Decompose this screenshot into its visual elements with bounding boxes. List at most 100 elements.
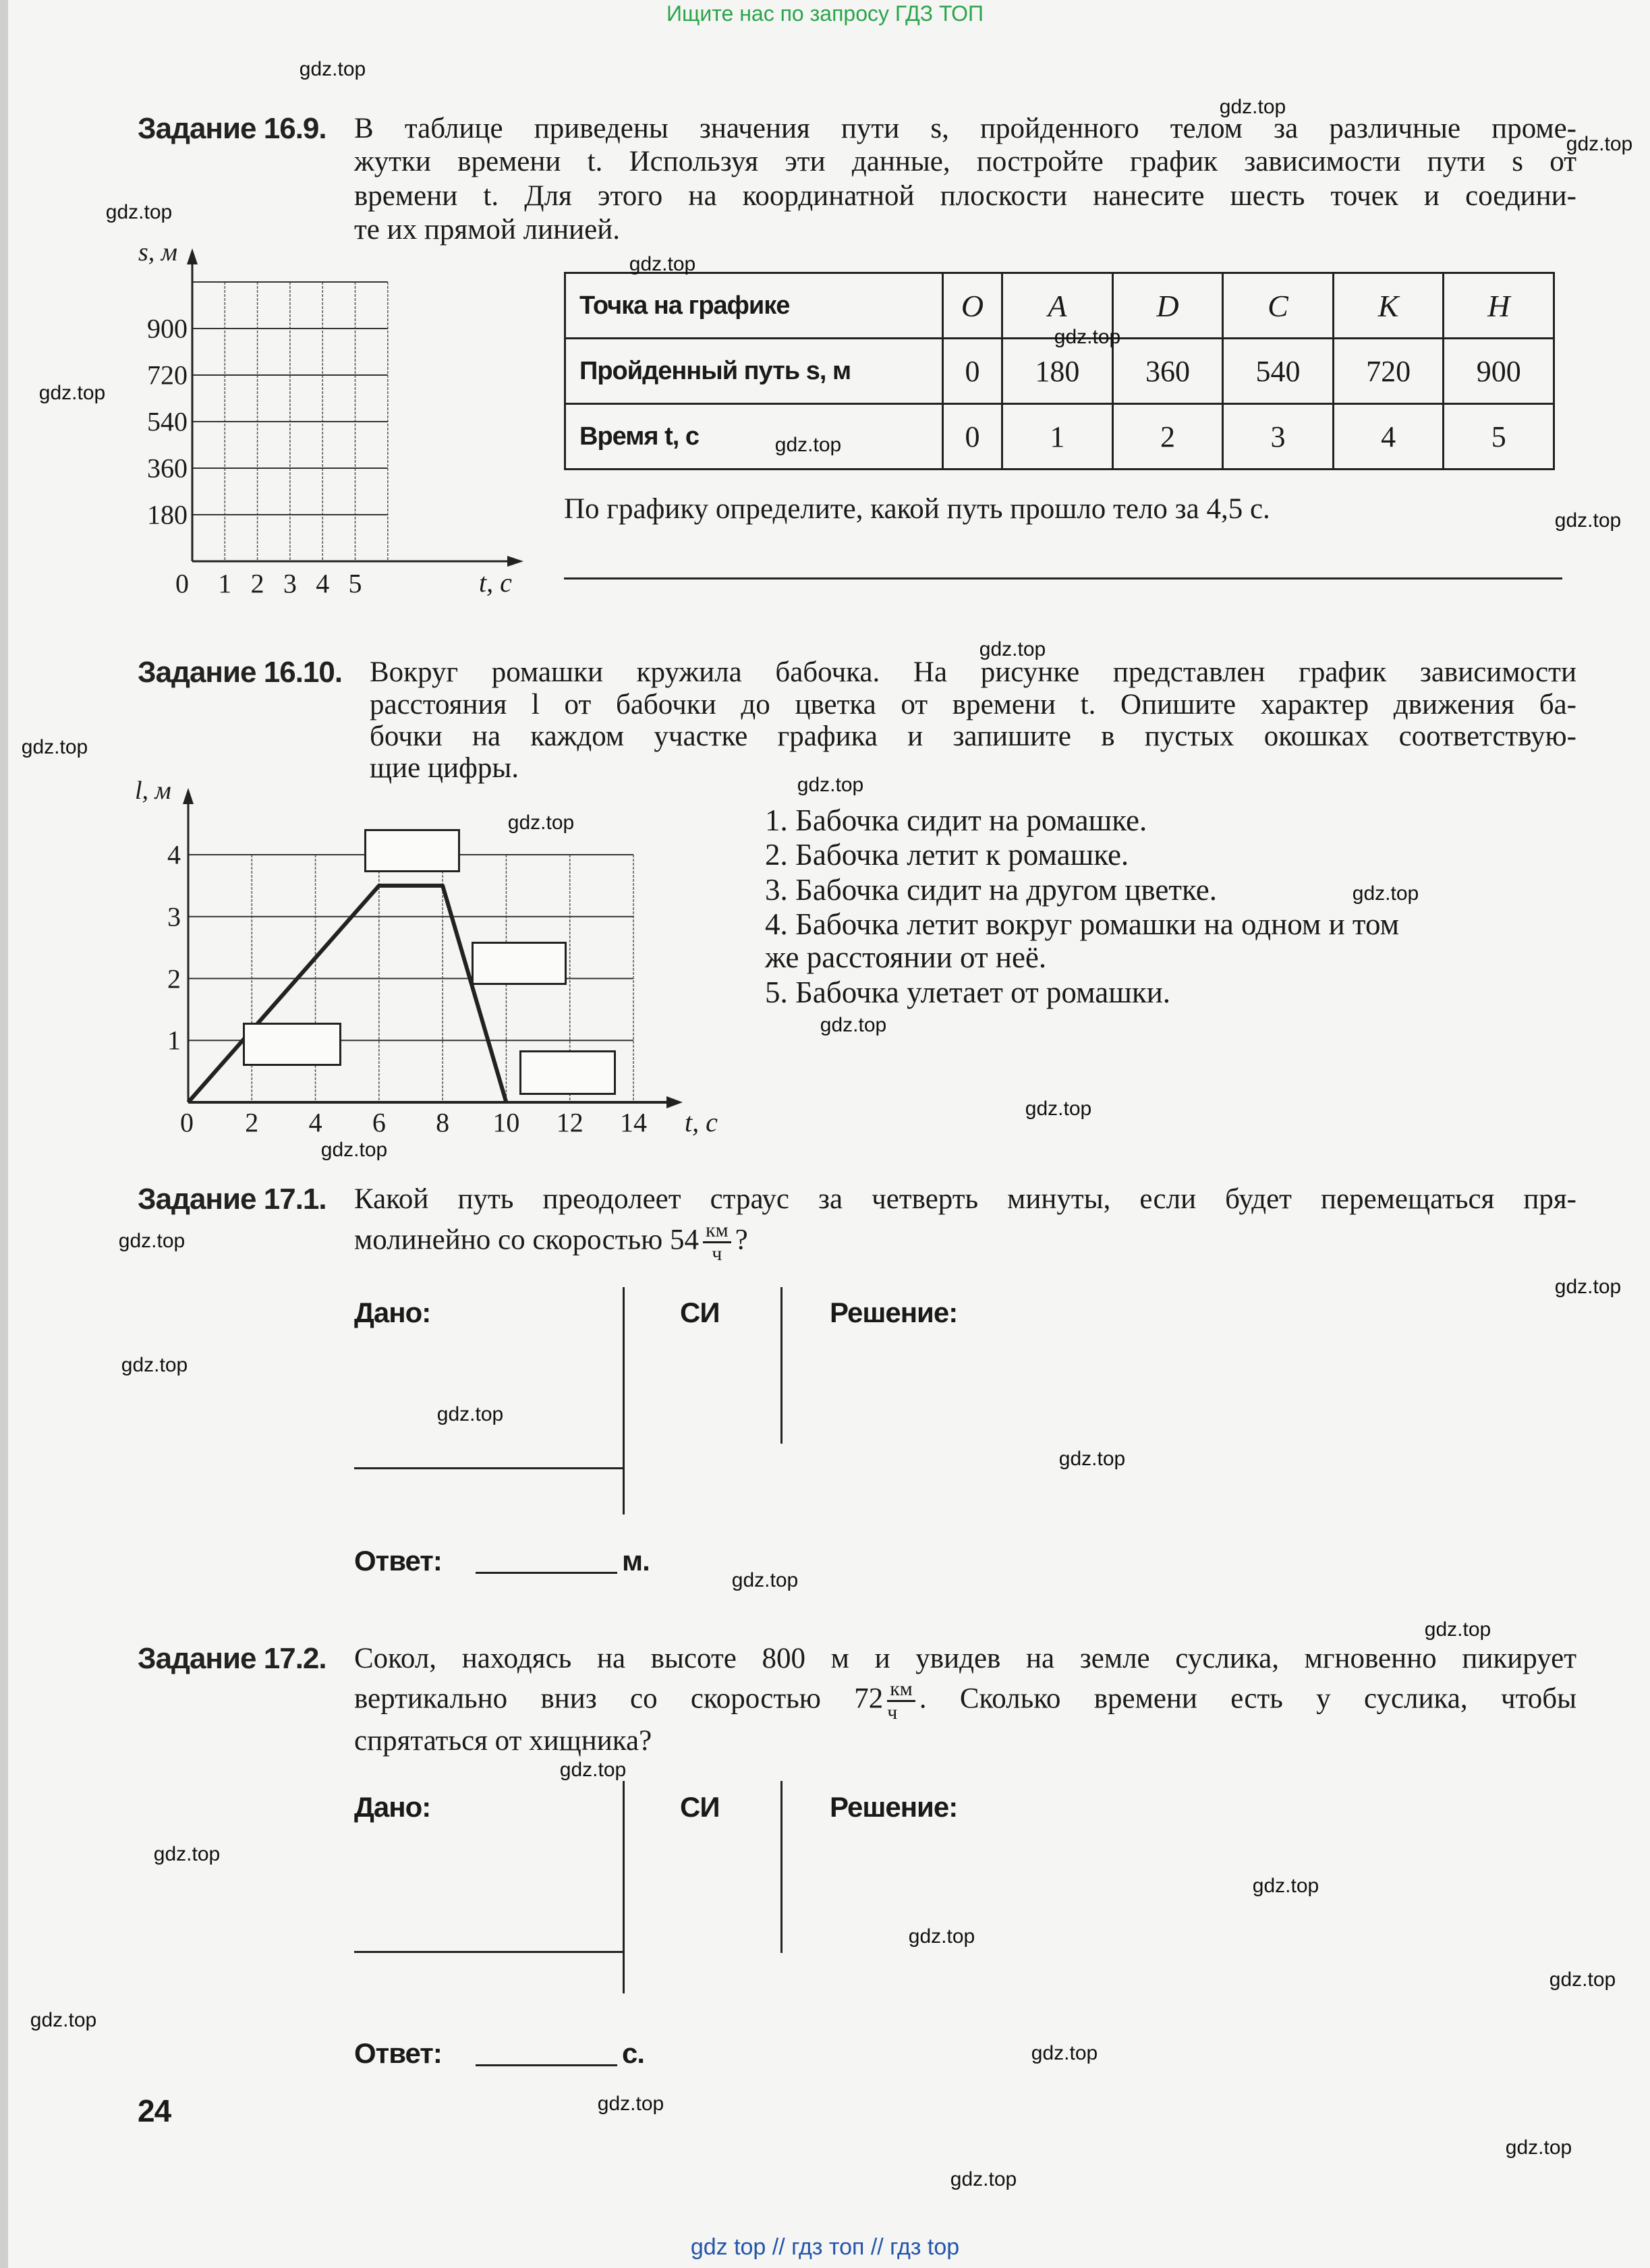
x-tick-label: 0 — [175, 568, 189, 599]
watermark: gdz.top — [774, 434, 842, 456]
table-row: Время t, с 0 1 2 3 4 5 — [564, 403, 1555, 470]
table-cell: O — [941, 272, 1004, 339]
table-cell: H — [1442, 272, 1555, 339]
watermark: gdz.top — [21, 736, 88, 758]
watermark: gdz.top — [979, 638, 1046, 660]
table-cell: A — [1001, 272, 1114, 339]
answer-box[interactable] — [519, 1050, 616, 1095]
x-tick-label: 3 — [283, 568, 297, 599]
answer-line[interactable] — [564, 577, 1562, 579]
watermark: gdz.top — [950, 2168, 1017, 2190]
table-cell: 360 — [1111, 337, 1224, 405]
top-note[interactable]: Ищите нас по запросу ГДЗ ТОП — [666, 1, 984, 26]
footer-links[interactable]: gdz top // гдз топ // гдз top — [690, 2234, 960, 2260]
watermark: gdz.top — [1054, 326, 1121, 348]
x-tick-label: 14 — [620, 1107, 647, 1138]
option-item: 3. Бабочка сидит на другом цветке. — [765, 873, 1218, 907]
watermark: gdz.top — [38, 382, 106, 404]
solution-header: Решение: — [830, 1791, 958, 1823]
watermark: gdz.top — [105, 201, 173, 223]
answer-label: Ответ: — [354, 2037, 443, 2069]
task-16-9-line: В таблице приведены значения пути s, про… — [354, 113, 1576, 144]
divider — [623, 1781, 625, 1993]
watermark: gdz.top — [797, 774, 864, 796]
y-tick-label: 4 — [167, 839, 181, 870]
y-tick-label: 540 — [147, 406, 188, 437]
divider — [780, 1781, 783, 1953]
answer-label: Ответ: — [354, 1545, 443, 1577]
row-header: Пройденный путь s, м — [564, 337, 944, 405]
si-header: СИ — [680, 1791, 720, 1823]
task-17-2-label: Задание 17.2. — [138, 1642, 327, 1675]
text: . Сколько времени есть у суслика, чтобы — [919, 1682, 1577, 1715]
x-axis-arrow — [507, 556, 523, 567]
watermark: gdz.top — [1549, 1968, 1616, 1991]
x-tick-label: 2 — [245, 1107, 259, 1138]
answer-blank[interactable] — [476, 1572, 617, 1574]
task-16-10-line: бочки на каждом участке графика и запиши… — [370, 720, 1576, 752]
table-cell: 0 — [941, 403, 1004, 470]
option-item: 2. Бабочка летит к ромашке. — [765, 838, 1129, 872]
unit-fraction: км ч — [703, 1220, 731, 1265]
given-header: Дано: — [354, 1791, 431, 1823]
graph2-xlabel: t, с — [685, 1107, 718, 1137]
unit-num: км — [887, 1678, 915, 1702]
table-cell: 1 — [1001, 403, 1114, 470]
task-17-2-line: вертикально вниз со скоростью 72 км ч. Ско… — [354, 1678, 1576, 1724]
watermark: gdz.top — [121, 1354, 188, 1376]
watermark: gdz.top — [1031, 2042, 1098, 2064]
watermark: gdz.top — [320, 1139, 388, 1161]
table-cell: 0 — [941, 337, 1004, 405]
watermark: gdz.top — [1219, 96, 1286, 118]
y-tick-label: 360 — [147, 453, 188, 484]
text: вертикально вниз со скоростью 72 — [354, 1682, 884, 1715]
y-tick-label: 180 — [147, 499, 188, 530]
graph1-xlabel: t, с — [479, 567, 512, 598]
x-tick-label: 10 — [492, 1107, 520, 1138]
task-16-10-line: Вокруг ромашки кружила бабочка. На рисун… — [370, 656, 1576, 688]
x-axis-arrow — [666, 1096, 683, 1108]
watermark: gdz.top — [1554, 509, 1622, 532]
graph1-ylabel: s, м — [138, 238, 178, 266]
answer-box[interactable] — [364, 829, 460, 872]
answer-box[interactable] — [243, 1023, 341, 1066]
answer-blank[interactable] — [476, 2064, 617, 2066]
row-header: Время t, с — [564, 403, 944, 470]
answer-unit: м. — [622, 1545, 650, 1577]
task-16-9-label: Задание 16.9. — [138, 112, 327, 145]
answer-box[interactable] — [472, 942, 567, 985]
y-axis-arrow — [183, 788, 194, 804]
watermark: gdz.top — [1058, 1448, 1126, 1470]
watermark: gdz.top — [118, 1230, 186, 1252]
table-cell: 2 — [1111, 403, 1224, 470]
table-row: Точка на графике O A D C K H — [564, 272, 1555, 339]
x-tick-label: 5 — [348, 568, 362, 599]
task-17-1-line: молинейно со скоростью 54 км ч? — [354, 1220, 748, 1265]
watermark: gdz.top — [1505, 2136, 1572, 2159]
table-cell: 3 — [1222, 403, 1334, 470]
option-item: 1. Бабочка сидит на ромашке. — [765, 803, 1147, 837]
watermark: gdz.top — [1025, 1098, 1092, 1120]
text: молинейно со скоростью 54 — [354, 1224, 700, 1256]
watermark: gdz.top — [1252, 1875, 1319, 1897]
task-16-10-line: щие цифры. — [370, 752, 519, 784]
task-16-9-line: жутки времени t. Используя эти данные, п… — [354, 146, 1576, 177]
graph2-ylabel: l, м — [135, 776, 171, 805]
watermark: gdz.top — [1352, 882, 1419, 905]
watermark: gdz.top — [153, 1843, 221, 1865]
task-16-10-line: расстояния l от бабочки до цветка от вре… — [370, 689, 1576, 720]
page-edge — [0, 0, 8, 2268]
si-header: СИ — [680, 1297, 720, 1328]
watermark: gdz.top — [507, 812, 575, 834]
divider — [623, 1287, 625, 1514]
table-cell: 5 — [1442, 403, 1555, 470]
watermark: gdz.top — [908, 1925, 975, 1948]
x-tick-label: 4 — [316, 568, 330, 599]
task-17-2-line: Сокол, находясь на высоте 800 м и увидев… — [354, 1643, 1576, 1674]
table-cell: 720 — [1332, 337, 1445, 405]
y-axis-arrow — [187, 248, 198, 264]
divider — [354, 1467, 624, 1469]
row-header: Точка на графике — [564, 272, 944, 339]
y-tick-label: 3 — [167, 901, 181, 932]
x-tick-label: 12 — [556, 1107, 584, 1138]
